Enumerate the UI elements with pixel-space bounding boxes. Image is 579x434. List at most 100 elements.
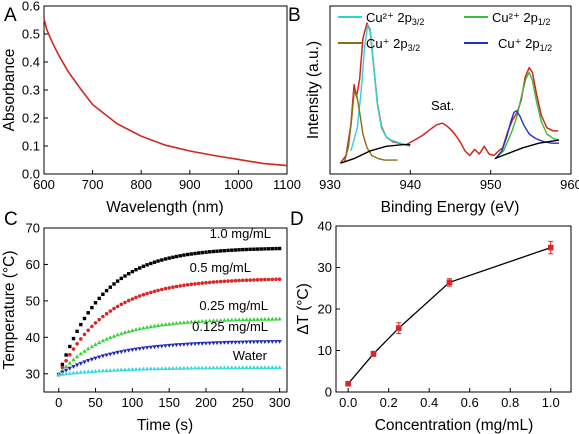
data-point [185, 283, 190, 287]
data-point [111, 367, 117, 372]
data-point [156, 259, 160, 263]
data-point [214, 365, 220, 370]
panel-label-a: A [4, 5, 17, 26]
data-point [270, 247, 274, 251]
data-point [86, 369, 91, 374]
data-point [178, 365, 183, 370]
data-point [144, 325, 150, 329]
data-point [218, 341, 223, 345]
panel-d-xlabel: Concentration (mg/mL) [375, 417, 534, 434]
data-point [266, 277, 271, 282]
data-point [270, 277, 275, 282]
data-point [115, 350, 120, 355]
data-marker [396, 325, 402, 331]
data-point [211, 318, 216, 323]
y-tick-label: 30 [26, 366, 40, 381]
data-point [262, 365, 268, 369]
x-tick-label: 900 [179, 177, 201, 192]
data-point [78, 370, 83, 374]
data-point [138, 266, 142, 270]
data-point [229, 365, 234, 370]
data-point [119, 331, 124, 336]
data-point [255, 317, 260, 321]
series-label-1-0: 1.0 mg/mL [210, 226, 271, 241]
data-point [63, 368, 69, 373]
data-point [82, 332, 87, 337]
panel-d-xticks: 0.0 0.2 0.4 0.6 0.8 1.0 [339, 388, 560, 410]
data-point [155, 323, 161, 327]
data-point [273, 316, 279, 321]
data-point [251, 365, 257, 370]
data-point [219, 249, 223, 253]
data-point [100, 368, 106, 373]
data-point [248, 317, 253, 321]
data-point [259, 277, 264, 282]
data-point [163, 366, 168, 370]
y-tick-label: 20 [318, 302, 332, 317]
data-point [93, 356, 98, 361]
data-point [255, 278, 260, 282]
y-tick-label: 0.1 [22, 139, 40, 154]
y-tick-label: 40 [318, 219, 332, 234]
panel-a-xticks: 600 700 800 900 1000 1100 [33, 170, 301, 192]
panel-label-b: B [288, 5, 301, 26]
data-point [60, 365, 65, 370]
data-point [71, 370, 76, 375]
data-point [119, 350, 124, 354]
data-point [130, 348, 135, 352]
data-point [178, 343, 183, 347]
data-point [68, 352, 72, 357]
legend-label-cu1-2p32: Cu⁺ 2p3/2 [366, 36, 420, 53]
data-point [277, 316, 282, 321]
data-point [152, 323, 157, 328]
data-point [252, 247, 256, 251]
data-point [148, 324, 153, 329]
data-point [182, 253, 186, 257]
data-point [159, 322, 164, 327]
xps-curve-cu-2p3-2-2 [343, 91, 398, 162]
y-tick-label: 0.3 [22, 83, 40, 98]
data-point [237, 278, 241, 283]
data-point [86, 359, 91, 363]
data-point [152, 289, 157, 294]
data-point [178, 284, 182, 288]
data-point [233, 317, 238, 322]
data-point [144, 366, 150, 371]
data-point [119, 302, 124, 307]
delta-t-point [446, 278, 453, 287]
data-point [255, 340, 260, 345]
data-point [141, 346, 146, 351]
panel-label-d: D [290, 209, 304, 230]
data-point [145, 263, 149, 267]
panel-b-sat-annotation: Sat. [431, 98, 454, 113]
data-point [86, 311, 90, 315]
data-point [241, 247, 245, 252]
data-point [90, 324, 94, 329]
panel-b-data [339, 22, 560, 164]
data-point [222, 365, 227, 370]
panel-b-legend: Cu²⁺ 2p3/2 Cu²⁺ 2p1/2 Cu⁺ 2p3/2 Cu⁺ 2p1/… [338, 10, 552, 53]
x-tick-label: 150 [158, 395, 180, 410]
data-point [218, 318, 223, 322]
data-point [89, 344, 95, 349]
panel-b-ylabel: Intensity (a.u.) [305, 41, 322, 139]
data-point [174, 366, 179, 370]
x-tick-label: 0 [55, 395, 62, 410]
legend-label-cu2-2p12: Cu²⁺ 2p1/2 [492, 10, 550, 27]
data-point [86, 346, 91, 351]
data-point [214, 341, 220, 346]
data-point [163, 286, 168, 291]
data-point [108, 352, 113, 357]
data-point [236, 365, 242, 370]
data-point [104, 288, 109, 293]
data-point [214, 318, 220, 322]
data-point [251, 340, 257, 345]
data-point [189, 282, 194, 287]
data-point [236, 340, 242, 345]
data-point [222, 341, 227, 345]
data-point [159, 344, 164, 349]
x-tick-label: 930 [319, 177, 341, 192]
legend-entry-cu2-2p12: Cu²⁺ 2p1/2 [464, 10, 550, 27]
data-point [133, 327, 139, 332]
data-point [108, 285, 112, 289]
